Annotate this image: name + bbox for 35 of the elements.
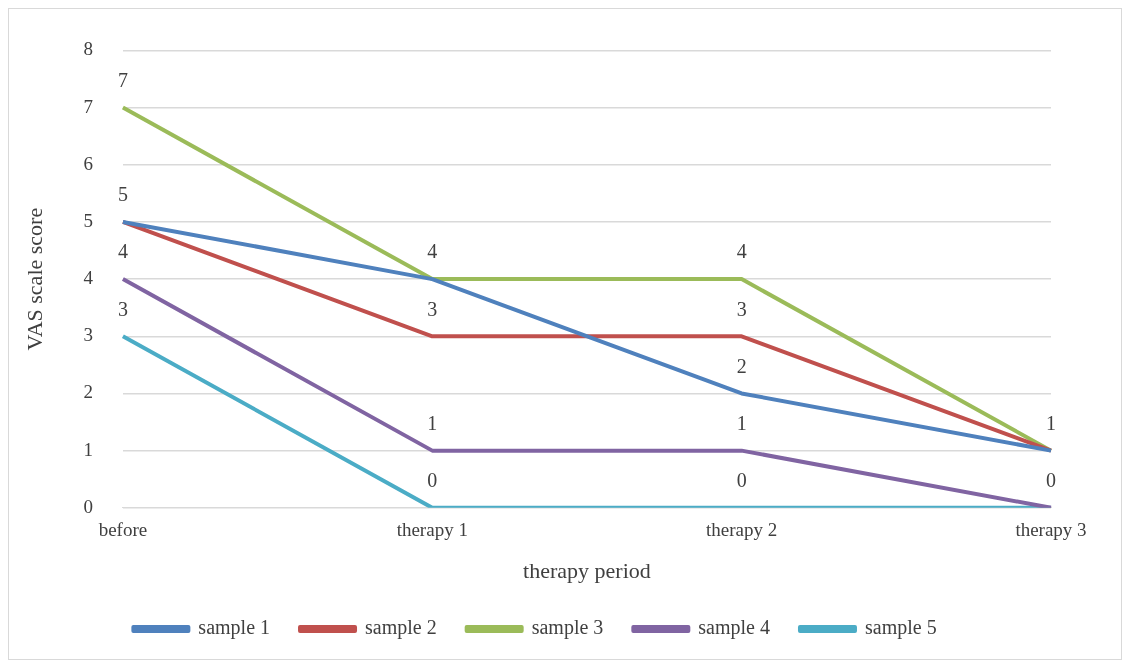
y-tick-label: 7	[83, 95, 93, 117]
data-label: 4	[427, 240, 438, 263]
y-tick-label: 4	[83, 267, 94, 289]
x-axis-title: therapy period	[523, 557, 651, 583]
data-label: 4	[117, 240, 128, 263]
x-tick-label: therapy 3	[1015, 519, 1087, 541]
y-tick-label: 6	[83, 152, 93, 174]
data-label: 3	[427, 297, 438, 320]
data-label: 4	[736, 240, 747, 263]
data-label: 5	[117, 183, 128, 206]
data-label: 1	[1046, 411, 1056, 434]
data-label: 3	[736, 297, 747, 320]
data-label: 0	[427, 469, 438, 492]
y-tick-label: 0	[83, 495, 93, 517]
data-label: 0	[1046, 469, 1056, 492]
x-tick-label: before	[98, 519, 148, 541]
legend-label: sample 5	[864, 616, 937, 640]
data-label: 0	[736, 469, 747, 492]
data-label: 3	[117, 297, 128, 320]
legend-label: sample 1	[198, 616, 271, 640]
legend-label: sample 4	[698, 616, 770, 640]
data-label: 1	[736, 411, 747, 434]
y-tick-label: 8	[83, 38, 93, 60]
y-tick-label: 1	[83, 438, 93, 460]
y-tick-label: 2	[83, 381, 93, 403]
legend-label: sample 2	[365, 616, 437, 640]
data-label: 1	[427, 411, 438, 434]
y-axis-title: VAS scale score	[21, 207, 47, 351]
legend-label: sample 3	[531, 616, 604, 640]
data-label: 2	[736, 354, 747, 377]
x-tick-label: therapy 2	[706, 519, 778, 541]
x-tick-label: therapy 1	[396, 519, 468, 541]
y-tick-label: 5	[83, 209, 93, 231]
data-label: 7	[117, 68, 128, 91]
y-tick-label: 3	[83, 324, 93, 346]
